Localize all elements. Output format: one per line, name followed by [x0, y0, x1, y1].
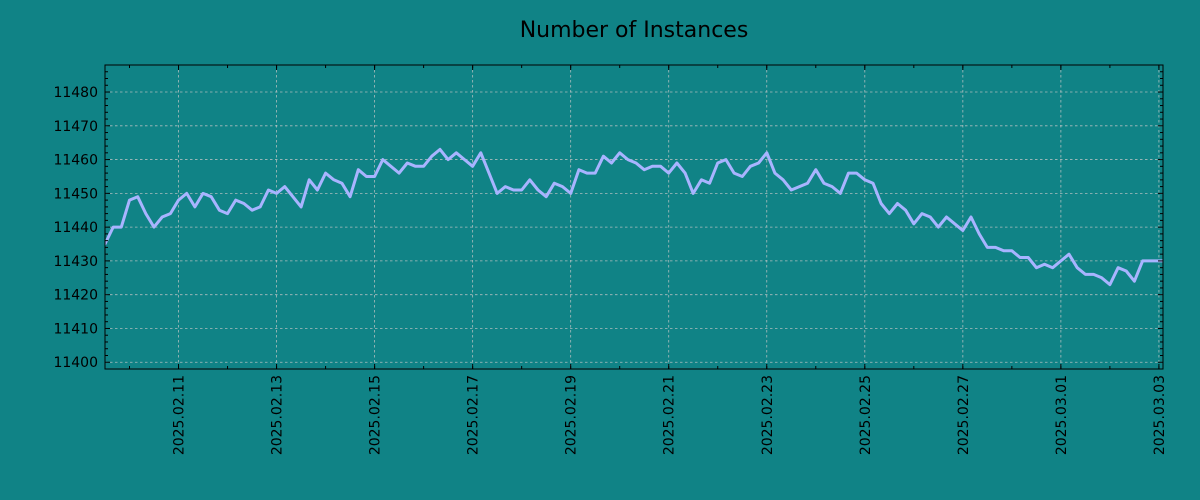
y-axis-tick-labels: 11400 11410 11420 11430 11440 11450 11460 11470… [53, 85, 98, 371]
y-tick-label: 11430 [53, 254, 98, 270]
x-tick-label: 2025.02.25 [858, 375, 874, 455]
series-layer [105, 147, 1163, 287]
plot-area-frame [104, 64, 1164, 370]
x-tick-label: 2025.02.13 [270, 375, 286, 455]
x-tick-label: 2025.02.19 [564, 375, 580, 455]
x-tick-label: 2025.03.01 [1054, 375, 1070, 455]
y-tick-label: 11420 [53, 288, 98, 304]
chart-title: Number of Instances [520, 18, 749, 43]
axis-ticks [105, 64, 1163, 370]
x-tick-label: 2025.02.21 [662, 375, 678, 455]
series-line [105, 147, 1163, 287]
y-tick-label: 11460 [53, 153, 98, 169]
y-tick-label: 11410 [53, 321, 98, 337]
x-tick-label: 2025.02.27 [956, 375, 972, 455]
x-axis-tick-labels: 2025.02.11 2025.02.13 2025.02.15 2025.02.17… [172, 375, 1168, 455]
y-tick-label: 11400 [53, 355, 98, 371]
y-tick-label: 11480 [53, 85, 98, 101]
y-tick-label: 11450 [53, 186, 98, 202]
x-tick-label: 2025.02.17 [466, 375, 482, 455]
grid [105, 65, 1163, 369]
x-tick-label: 2025.02.15 [368, 375, 384, 455]
x-tick-label: 2025.02.11 [172, 375, 188, 455]
x-tick-label: 2025.03.03 [1152, 375, 1168, 455]
y-tick-label: 11470 [53, 119, 98, 135]
x-tick-label: 2025.02.23 [760, 375, 776, 455]
y-tick-label: 11440 [53, 220, 98, 236]
